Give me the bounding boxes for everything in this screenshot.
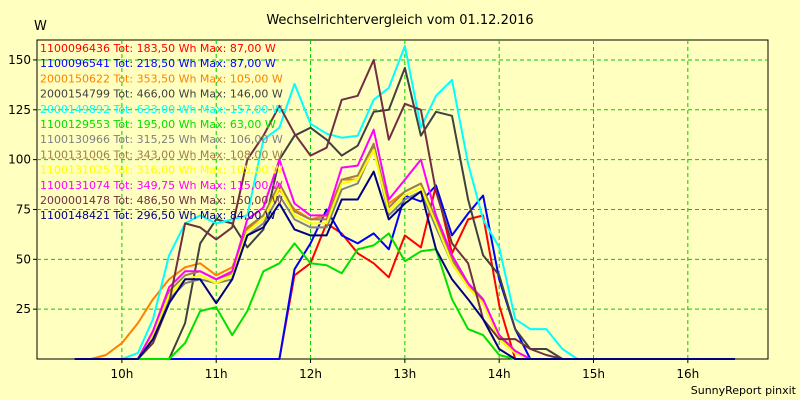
y-axis-label: W — [34, 19, 47, 34]
legend-entry-3: 2000154799 Tot: 466,00 Wh Max: 146,00 W — [40, 88, 283, 101]
footer-credit: SunnyReport pinxit — [691, 384, 797, 397]
legend-entry-10: 2000001478 Tot: 486,50 Wh Max: 150,00 W — [40, 194, 283, 207]
x-tick-label: 12h — [299, 367, 322, 381]
x-tick-label: 11h — [205, 367, 228, 381]
y-tick-label: 25 — [16, 302, 31, 316]
y-tick-label: 100 — [8, 153, 31, 167]
legend-entry-4: 2000149892 Tot: 633,00 Wh Max: 157,00 W — [40, 103, 283, 116]
x-axis-ticks: 10h 11h 12h 13h 14h 15h 16h — [110, 359, 699, 381]
legend-entry-11: 1100148421 Tot: 296,50 Wh Max: 84,00 W — [40, 209, 276, 222]
legend-entry-2: 2000150622 Tot: 353,50 Wh Max: 105,00 W — [40, 72, 283, 85]
legend-entry-8: 1100131025 Tot: 316,00 Wh Max: 105,00 W — [40, 164, 283, 177]
x-tick-label: 15h — [582, 367, 605, 381]
plot-area — [36, 39, 769, 360]
legend-entry-9: 1100131074 Tot: 349,75 Wh Max: 115,00 W — [40, 179, 283, 192]
legend-entry-7: 1100131006 Tot: 343,00 Wh Max: 108,00 W — [40, 148, 283, 161]
y-tick-label: 75 — [16, 202, 31, 216]
x-tick-label: 16h — [676, 367, 699, 381]
legend: 1100096436 Tot: 183,50 Wh Max: 87,00 W 11… — [40, 42, 283, 222]
y-tick-label: 125 — [8, 103, 31, 117]
legend-entry-1: 1100096541 Tot: 218,50 Wh Max: 87,00 W — [40, 57, 276, 70]
legend-entry-0: 1100096436 Tot: 183,50 Wh Max: 87,00 W — [40, 42, 276, 55]
legend-entry-6: 1100130966 Tot: 315,25 Wh Max: 106,00 W — [40, 133, 283, 146]
y-axis-ticks: 25 50 75 100 125 150 — [8, 53, 37, 316]
legend-entry-5: 1100129553 Tot: 195,00 Wh Max: 63,00 W — [40, 118, 276, 131]
x-tick-label: 14h — [488, 367, 511, 381]
y-tick-label: 150 — [8, 53, 31, 67]
chart-title: Wechselrichtervergleich vom 01.12.2016 — [266, 13, 533, 28]
series-line-11 — [74, 170, 735, 360]
y-tick-label: 50 — [16, 252, 31, 266]
x-tick-label: 13h — [393, 367, 416, 381]
x-tick-label: 10h — [110, 367, 133, 381]
series-lines — [74, 45, 735, 360]
